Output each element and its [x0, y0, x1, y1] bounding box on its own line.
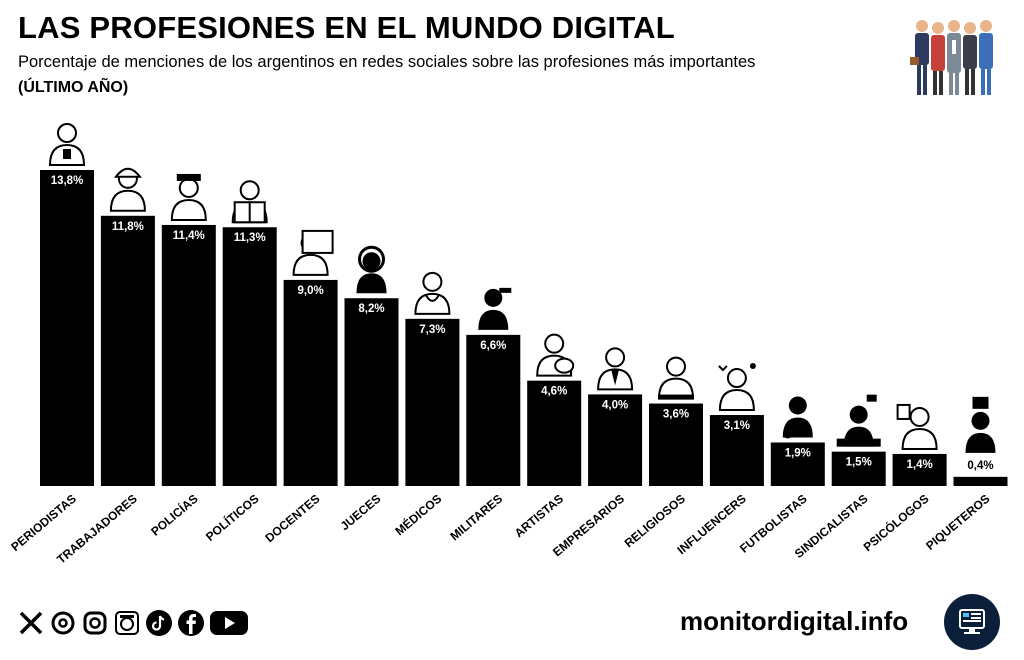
bar-artistas — [527, 380, 582, 486]
tiktok-icon[interactable] — [144, 608, 173, 637]
data-label: 7,3% — [419, 324, 445, 336]
period-label: (ÚLTIMO AÑO) — [18, 79, 129, 96]
unionist-icon — [836, 394, 881, 447]
bar-psicólogos — [892, 453, 947, 486]
praying-hands-icon — [657, 356, 695, 400]
businessman-icon — [597, 347, 634, 391]
bar-políticos — [222, 227, 277, 486]
category-label: DOCENTES — [262, 492, 322, 546]
facebook-icon[interactable] — [176, 608, 205, 637]
bar-periodistas — [40, 170, 94, 486]
influencer-icon — [718, 363, 756, 412]
worker-icon — [109, 167, 146, 212]
data-label: 8,2% — [358, 303, 384, 315]
police-icon — [170, 173, 207, 221]
data-label: 6,6% — [480, 340, 506, 352]
instagram-icon[interactable] — [80, 608, 109, 637]
category-label: RELIGIOSOS — [622, 492, 688, 551]
bar-médicos — [405, 318, 460, 486]
artist-icon — [536, 333, 575, 377]
data-label: 11,8% — [112, 221, 144, 233]
data-label: 13,8% — [51, 175, 84, 187]
data-label: 1,9% — [785, 447, 811, 459]
data-label: 1,4% — [906, 459, 932, 471]
politician-icon — [231, 180, 268, 224]
bar-sindicalistas — [831, 451, 886, 486]
bar-piqueteros — [953, 476, 1008, 486]
category-label: JUECES — [338, 492, 384, 534]
data-label: 4,6% — [541, 386, 567, 398]
data-label: 11,3% — [234, 232, 266, 244]
page-title: LAS PROFESIONES EN EL MUNDO DIGITAL — [18, 10, 675, 45]
data-label: 3,6% — [663, 409, 689, 421]
data-label: 3,1% — [724, 420, 750, 432]
bar-chart: 13,8%PERIODISTAS11,8%TRABAJADORES11,4%PO… — [8, 123, 1008, 567]
bar-empresarios — [588, 394, 643, 486]
bar-docentes — [283, 279, 338, 486]
category-label: POLICÍAS — [148, 491, 201, 539]
judge-icon — [356, 245, 387, 294]
x-icon[interactable] — [16, 608, 45, 637]
soldier-icon — [478, 287, 512, 330]
professionals-group-icon — [910, 20, 993, 95]
data-label: 9,0% — [297, 285, 323, 297]
bar-religiosos — [649, 403, 703, 486]
bar-militares — [466, 334, 521, 486]
threads-icon[interactable] — [48, 608, 77, 637]
category-label: MÉDICOS — [392, 491, 445, 538]
category-label: PSICÓLOGOS — [860, 491, 931, 554]
bar-futbolistas — [770, 442, 825, 486]
footballer-icon — [782, 396, 813, 439]
page-subtitle: Porcentaje de menciones de los argentino… — [18, 53, 756, 71]
monitor-avatar-icon[interactable] — [112, 608, 141, 637]
bar-trabajadores — [100, 215, 155, 486]
protester-icon — [965, 396, 996, 453]
doctor-icon — [414, 271, 451, 315]
site-url[interactable]: monitordigital.info — [680, 606, 909, 636]
social-icons — [16, 608, 250, 637]
category-label: PIQUETEROS — [923, 492, 992, 553]
journalist-icon — [48, 123, 86, 166]
monitor-digital-logo — [944, 594, 1000, 650]
data-label: 0,4% — [967, 460, 993, 472]
category-label: MILITARES — [447, 492, 505, 544]
data-label: 11,4% — [173, 230, 205, 242]
bar-influencers — [709, 415, 764, 486]
teacher-icon — [292, 229, 334, 276]
category-label: ARTISTAS — [512, 492, 566, 541]
bar-policías — [161, 224, 216, 486]
data-label: 1,5% — [846, 457, 872, 469]
data-label: 4,0% — [602, 399, 628, 411]
bar-jueces — [344, 298, 399, 486]
psychologist-icon — [896, 403, 938, 450]
youtube-icon[interactable] — [208, 608, 250, 637]
category-label: POLÍTICOS — [202, 491, 261, 544]
